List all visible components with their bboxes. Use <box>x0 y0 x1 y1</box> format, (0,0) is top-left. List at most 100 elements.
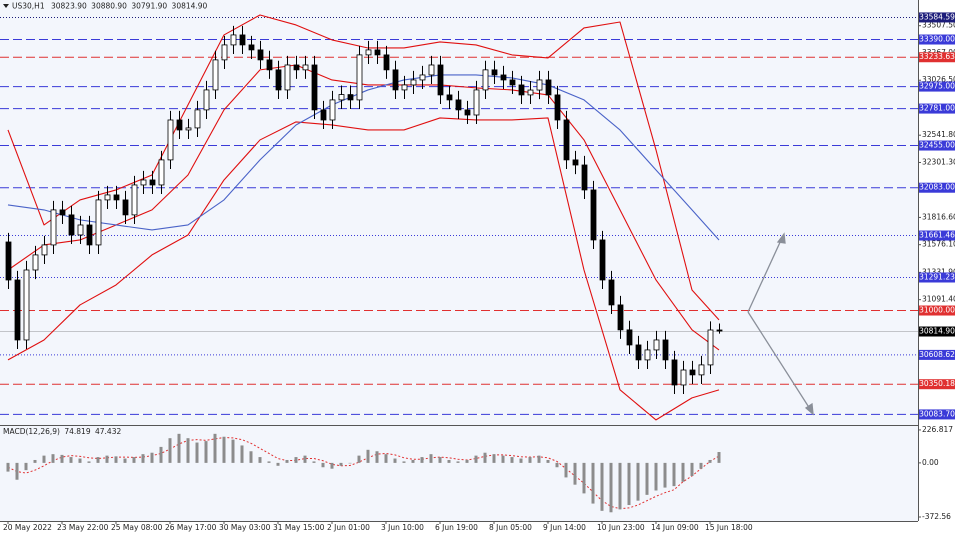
level-label-box <box>919 34 955 45</box>
histogram-bar <box>636 462 640 501</box>
x-tick-label: 2 Jun 01:00 <box>327 523 370 532</box>
level-label-box <box>919 12 955 23</box>
candle-body <box>419 74 426 81</box>
histogram-bar <box>132 457 136 463</box>
indicator-lines <box>7 14 720 510</box>
histogram-bar <box>312 461 316 463</box>
candle-body <box>428 64 435 76</box>
histogram-bar <box>672 462 676 487</box>
candle-body <box>248 44 255 51</box>
x-tick-label: 15 Jun 18:00 <box>705 523 753 532</box>
indicator-line <box>7 117 720 421</box>
arrow-down <box>747 311 811 410</box>
histogram-bar <box>663 462 667 488</box>
arrow-head <box>776 232 786 244</box>
candle-body <box>527 89 534 96</box>
level-label: 31000.00 <box>919 306 955 315</box>
candle-body <box>59 209 66 216</box>
candle-body <box>14 279 21 341</box>
histogram-bar <box>564 462 568 478</box>
histogram-bar <box>303 455 307 463</box>
level-label: 33233.63 <box>919 52 955 61</box>
x-tick-label: 25 May 08:00 <box>111 523 163 532</box>
level-label: 32975.00 <box>919 82 955 91</box>
menu-icon <box>3 4 9 8</box>
symbol: US30,H1 <box>12 2 45 11</box>
histogram-bar <box>78 458 82 463</box>
level-label-box <box>919 103 955 114</box>
histogram-bar <box>501 455 505 463</box>
histogram-bar <box>348 462 352 464</box>
histogram-bar <box>204 441 208 463</box>
low-value: 30791.90 <box>131 2 167 11</box>
histogram-bar <box>681 462 685 482</box>
level-label: 33390.00 <box>919 35 955 44</box>
plot-background <box>0 0 918 521</box>
histogram-bar <box>528 457 532 463</box>
histogram-bar <box>438 457 442 463</box>
signal-value: 47.432 <box>95 427 121 436</box>
level-label-box <box>919 379 955 390</box>
x-tick-label: 23 May 22:00 <box>57 523 109 532</box>
histogram-bar <box>330 462 334 469</box>
y-tick-label: 32541.80 <box>922 130 955 139</box>
candle-body <box>437 64 444 96</box>
candle-body <box>293 64 300 71</box>
candle-body <box>68 214 75 236</box>
candle-body <box>158 159 165 186</box>
indicator-line <box>7 74 720 241</box>
candle-body <box>257 49 264 61</box>
histogram-bar <box>195 442 199 463</box>
candle-body <box>167 119 174 161</box>
histogram-bar <box>402 461 406 463</box>
candle-body <box>572 159 579 166</box>
histogram-bar <box>285 459 289 463</box>
histogram-bar <box>222 436 226 463</box>
candle-body <box>518 84 525 96</box>
y-tick-label: 31331.90 <box>922 267 955 276</box>
candle-body <box>545 79 552 96</box>
histogram-bar <box>429 454 433 463</box>
histogram-bar <box>654 462 658 491</box>
candle-body <box>41 244 48 256</box>
level-label: 31291.23 <box>919 272 955 281</box>
candle-body <box>113 194 120 201</box>
candle-body <box>275 69 282 91</box>
candle-body <box>536 79 543 91</box>
x-tick-label: 3 Jun 10:00 <box>381 523 424 532</box>
candle-body <box>32 254 39 271</box>
candle-body <box>86 224 93 246</box>
histogram-bar <box>141 454 145 463</box>
histogram-bar <box>267 461 271 463</box>
level-label: 30350.18 <box>919 379 955 388</box>
candle-body <box>383 54 390 71</box>
histogram-bar <box>447 459 451 463</box>
macd-header: MACD(12,26,9) 74.819 47.432 <box>3 427 121 436</box>
candle-body <box>401 84 408 91</box>
level-label: 30814.90 <box>919 327 955 336</box>
marks <box>5 25 723 513</box>
level-label: 32083.00 <box>919 183 955 192</box>
level-label: 31661.46 <box>919 231 955 240</box>
candle-body <box>464 109 471 116</box>
y-tick-label: -372.56 <box>922 512 951 521</box>
candle-body <box>644 349 651 361</box>
histogram-bar <box>627 462 631 506</box>
histogram-bar <box>276 462 280 466</box>
histogram-bar <box>123 458 127 463</box>
histogram-bar <box>357 455 361 463</box>
histogram-bar <box>321 462 325 468</box>
histogram-bar <box>15 462 19 480</box>
candle-body <box>50 209 57 246</box>
y-tick-label: 32301.30 <box>922 157 955 166</box>
candle-body <box>140 179 147 186</box>
histogram-bar <box>510 457 514 463</box>
candle-body <box>311 64 318 111</box>
candle-body <box>635 344 642 361</box>
x-tick-label: 6 Jun 19:00 <box>435 523 478 532</box>
histogram-bar <box>186 438 190 463</box>
x-tick-label: 14 Jun 09:00 <box>651 523 699 532</box>
histogram-bar <box>87 461 91 463</box>
histogram-bar <box>150 452 154 463</box>
